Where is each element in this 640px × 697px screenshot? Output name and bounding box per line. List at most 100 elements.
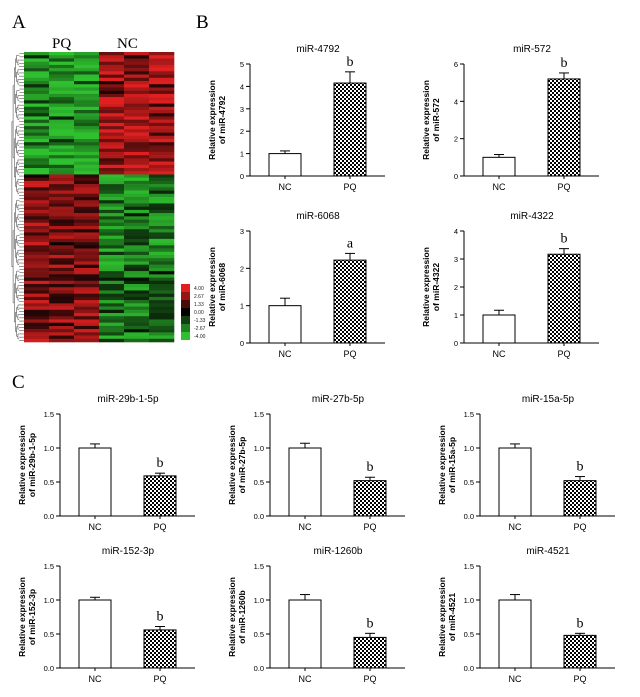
panel-label-a: A <box>12 12 26 33</box>
heatmap-cell <box>49 261 75 265</box>
heatmap-cell <box>24 103 50 108</box>
heatmap-cell <box>74 287 100 291</box>
bar-nc <box>498 599 532 669</box>
heatmap-cell <box>74 216 100 220</box>
heatmap-cell <box>49 64 75 69</box>
heatmap-cell <box>124 200 150 204</box>
heatmap-cell <box>24 238 50 243</box>
y-tick-label: 1.0 <box>44 596 54 605</box>
heatmap-cell <box>74 222 100 227</box>
y-tick-label: 0.5 <box>254 630 264 639</box>
heatmap-cell <box>149 245 175 249</box>
heatmap-cell <box>74 319 100 323</box>
heatmap-cell <box>24 245 50 249</box>
heatmap-cell <box>74 148 100 153</box>
heatmap-cell <box>99 329 125 333</box>
heatmap-cell <box>149 316 175 320</box>
heatmap-cell <box>149 106 175 111</box>
heatmap-cell <box>99 55 125 59</box>
heatmap-cell <box>124 177 150 182</box>
chart-mir-572: miR-572 Relative expression of miR-572 0 2 4 6… <box>421 44 599 192</box>
heatmap-cell <box>24 232 50 236</box>
heatmap-cell <box>24 313 50 317</box>
heatmap-cell <box>24 81 50 85</box>
heatmap-cell <box>74 180 100 185</box>
heatmap-cell <box>124 168 150 172</box>
y-axis-label: of miR-15a-5p <box>447 437 457 493</box>
y-tick-label: 1.5 <box>464 410 474 419</box>
heatmap-cell <box>99 87 125 91</box>
heatmap-cell <box>74 61 100 66</box>
heatmap-cell <box>99 168 125 172</box>
heatmap-group-label-pq: PQ <box>52 36 72 52</box>
heatmap-cell <box>74 187 100 191</box>
heatmap-cell <box>24 219 50 224</box>
heatmap-cell <box>24 174 50 178</box>
heatmap-cell <box>99 58 125 62</box>
heatmap-cell <box>99 332 125 336</box>
heatmap-cell <box>74 284 100 288</box>
y-tick-label: 4 <box>240 82 244 91</box>
heatmap-cell <box>99 213 125 217</box>
heatmap-cell <box>124 322 150 327</box>
y-axis-label: of miR-6068 <box>217 263 227 311</box>
y-tick-label: 1.0 <box>464 596 474 605</box>
heatmap-cell <box>49 258 75 262</box>
heatmap-cell <box>74 164 100 169</box>
heatmap-cell <box>124 113 150 117</box>
bar-pq <box>547 78 581 177</box>
heatmap-cell <box>24 203 50 207</box>
heatmap-cell <box>24 332 50 336</box>
heatmap-cell <box>24 309 50 314</box>
heatmap-cell <box>99 313 125 317</box>
heatmap-cell <box>24 216 50 220</box>
panel-label-b: B <box>196 12 209 33</box>
heatmap-cell <box>74 245 100 249</box>
heatmap-cell <box>99 277 125 282</box>
heatmap-cell <box>49 74 75 79</box>
heatmap-cell <box>99 126 125 130</box>
heatmap-cell <box>149 338 175 343</box>
heatmap-cell <box>74 155 100 159</box>
heatmap-cell <box>99 203 125 207</box>
y-axis-label: of miR-152-3p <box>27 589 37 645</box>
heatmap-cell <box>124 142 150 146</box>
heatmap-cell <box>24 184 50 188</box>
heatmap-cell <box>49 245 75 249</box>
heatmap-cell <box>24 155 50 159</box>
heatmap-cell <box>124 116 150 120</box>
heatmap-cell <box>49 287 75 291</box>
heatmap-cell <box>124 226 150 230</box>
y-tick-label: 3 <box>240 227 244 236</box>
chart-mir-1260b: miR-1260b Relative expression of miR-1260b… <box>227 546 405 684</box>
heatmap-cell <box>49 277 75 282</box>
heatmap-cell <box>24 64 50 69</box>
heatmap-cell <box>149 206 175 211</box>
heatmap-cell <box>149 155 175 159</box>
heatmap-cell <box>149 145 175 149</box>
heatmap-cell <box>74 219 100 224</box>
heatmap-cell <box>99 158 125 162</box>
significance-label: b <box>577 616 584 631</box>
color-key-swatch <box>181 324 190 332</box>
heatmap-cell <box>124 161 150 166</box>
y-axis-label: of miR-29b-1-5p <box>27 433 37 497</box>
heatmap-cell <box>99 293 125 298</box>
heatmap-cell <box>49 329 75 333</box>
heatmap-cell <box>124 103 150 108</box>
heatmap-cell <box>124 255 150 259</box>
y-tick-label: 1.5 <box>254 562 264 571</box>
heatmap-cell <box>99 151 125 156</box>
heatmap-cell <box>149 61 175 66</box>
heatmap-cell <box>149 325 175 330</box>
y-tick-label: 1.0 <box>44 444 54 453</box>
heatmap-cell <box>99 116 125 120</box>
heatmap-cell <box>49 93 75 98</box>
heatmap-cell <box>149 68 175 72</box>
heatmap-cell <box>124 209 150 214</box>
color-key-tick: -1.33 <box>194 318 206 324</box>
heatmap-cell <box>99 161 125 166</box>
heatmap-cell <box>124 158 150 162</box>
heatmap-cell <box>74 74 100 79</box>
heatmap-cell <box>49 309 75 314</box>
